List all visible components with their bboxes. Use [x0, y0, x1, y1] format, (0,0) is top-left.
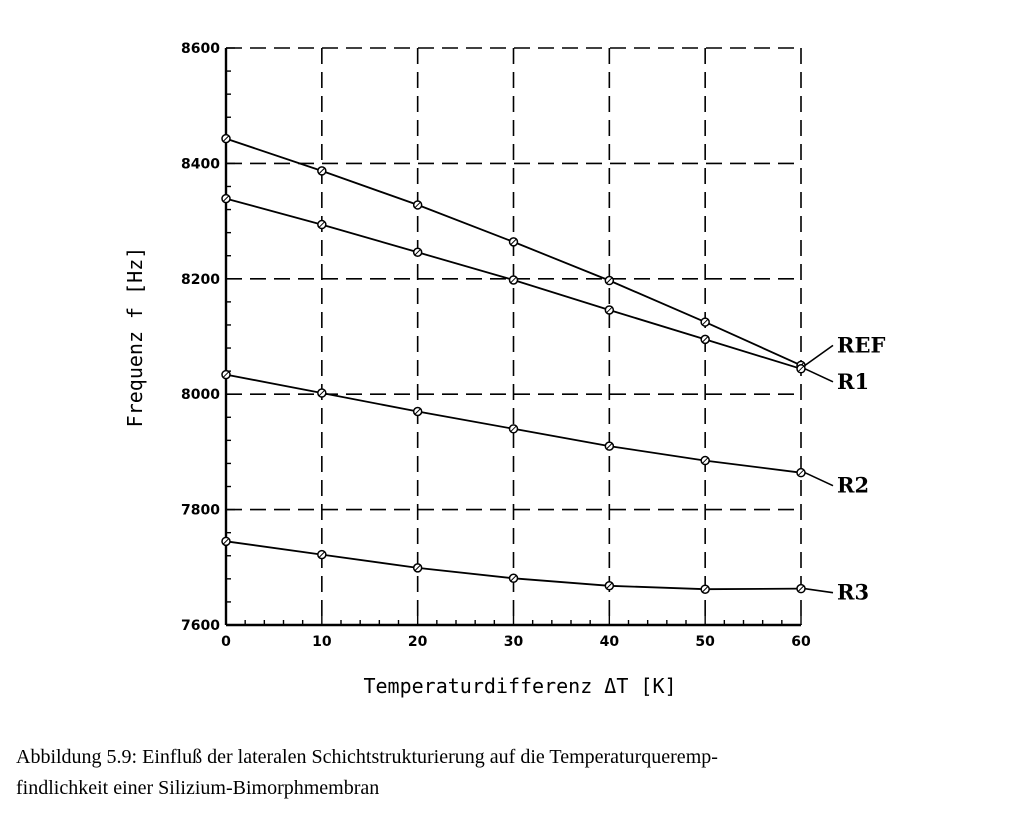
figure-caption: Abbildung 5.9: Einfluß der lateralen Sch… [16, 742, 1001, 804]
series-layer [221, 133, 806, 594]
data-point-slash [701, 585, 709, 593]
series-labels: REF R1 R2 R3 [804, 332, 885, 605]
data-point-slash [701, 457, 709, 464]
data-point-slash [222, 195, 230, 202]
leader-line-r1 [804, 368, 834, 383]
data-point-slash [318, 551, 326, 558]
data-point-slash [510, 276, 517, 284]
y-tick-label: 8600 [181, 41, 220, 57]
data-point-slash [605, 277, 613, 284]
data-point-slash [510, 574, 517, 582]
data-point-slash [222, 371, 230, 378]
caption-line-2: findlichkeit einer Silizium-Bimorphmembr… [16, 777, 380, 799]
x-axis-label: Temperaturdifferenz ΔT [K] [363, 674, 676, 698]
series-label-ref: REF [837, 332, 885, 357]
data-point-slash [510, 238, 517, 246]
data-point-slash [414, 201, 422, 209]
series-label-r1: R1 [837, 369, 869, 394]
data-point-slash [797, 585, 805, 593]
x-tick-label: 30 [504, 634, 524, 650]
tick-labels: 0 10 20 30 40 50 60 7600 7800 8000 8200 8400 8600 [181, 41, 811, 650]
y-axis-label: Frequenz f [Hz] [123, 247, 147, 428]
y-tick-label: 7800 [181, 503, 220, 519]
series-label-r3: R3 [837, 580, 869, 605]
x-tick-label: 40 [600, 634, 620, 650]
leader-line-r3 [804, 587, 834, 594]
x-tick-label: 50 [695, 634, 715, 650]
series-label-r2: R2 [837, 473, 869, 498]
grid-lines [226, 48, 801, 625]
data-point-slash [701, 318, 709, 326]
data-point-slash [510, 425, 517, 433]
data-point-slash [318, 167, 326, 175]
leader-line-ref [804, 344, 834, 367]
plot-frame [224, 47, 802, 627]
y-tick-label: 7600 [181, 618, 220, 634]
data-point-slash [797, 365, 805, 373]
data-point-slash [701, 336, 709, 343]
y-tick-label: 8200 [181, 272, 220, 288]
x-tick-label: 60 [791, 634, 811, 650]
data-point-slash [797, 469, 805, 477]
y-tick-label: 8400 [181, 156, 220, 172]
x-tick-label: 10 [312, 634, 332, 650]
caption-line-1: Abbildung 5.9: Einfluß der lateralen Sch… [16, 746, 718, 768]
leader-line-r2 [804, 471, 834, 487]
data-point-slash [318, 389, 326, 397]
y-tick-label: 8000 [181, 387, 220, 403]
data-point-slash [222, 135, 230, 142]
data-point-slash [605, 306, 613, 314]
x-tick-label: 20 [408, 634, 428, 650]
data-point-slash [414, 564, 422, 572]
data-point-slash [222, 537, 230, 545]
line-chart: 0 10 20 30 40 50 60 7600 7800 8000 8200 8400 8600 RE… [123, 41, 885, 698]
data-point-slash [318, 221, 326, 228]
data-point-slash [414, 248, 422, 256]
data-point-slash [605, 582, 613, 590]
data-point-slash [414, 408, 422, 415]
x-tick-label: 0 [221, 634, 231, 650]
data-point-slash [605, 442, 613, 450]
